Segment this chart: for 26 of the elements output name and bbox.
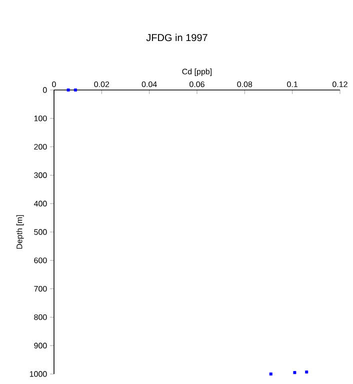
y-tick-label: 600 bbox=[34, 258, 47, 264]
y-tick-label: 900 bbox=[34, 342, 47, 348]
x-tick-label: 0.1 bbox=[287, 81, 298, 88]
chart-title: JFDG in 1997 bbox=[146, 34, 208, 42]
y-tick-label: 800 bbox=[34, 314, 47, 320]
y-axis-title: Depth [m] bbox=[16, 215, 24, 249]
y-tick-label: 1000 bbox=[30, 371, 47, 377]
y-tick-label: 700 bbox=[34, 286, 47, 292]
y-tick-label: 200 bbox=[34, 144, 47, 150]
x-tick-label: 0.04 bbox=[142, 81, 157, 88]
point bbox=[269, 372, 272, 376]
y-tick-label: 0 bbox=[42, 87, 47, 93]
y-tick-label: 300 bbox=[34, 172, 47, 178]
point bbox=[305, 370, 308, 374]
y-tick-label: 400 bbox=[34, 200, 47, 206]
x-tick-label: 0.12 bbox=[332, 81, 348, 88]
point bbox=[74, 88, 77, 92]
point bbox=[66, 88, 70, 92]
x-tick-label: 0 bbox=[52, 81, 56, 88]
x-tick-label: 0.06 bbox=[190, 81, 204, 88]
x-tick-label: 0.02 bbox=[94, 81, 110, 88]
y-tick-label: 100 bbox=[34, 116, 47, 122]
x-axis-title: Cd [ppb] bbox=[182, 68, 212, 76]
y-tick-label: 500 bbox=[34, 229, 47, 235]
x-tick-label: 0.08 bbox=[237, 81, 252, 88]
point bbox=[293, 371, 296, 374]
